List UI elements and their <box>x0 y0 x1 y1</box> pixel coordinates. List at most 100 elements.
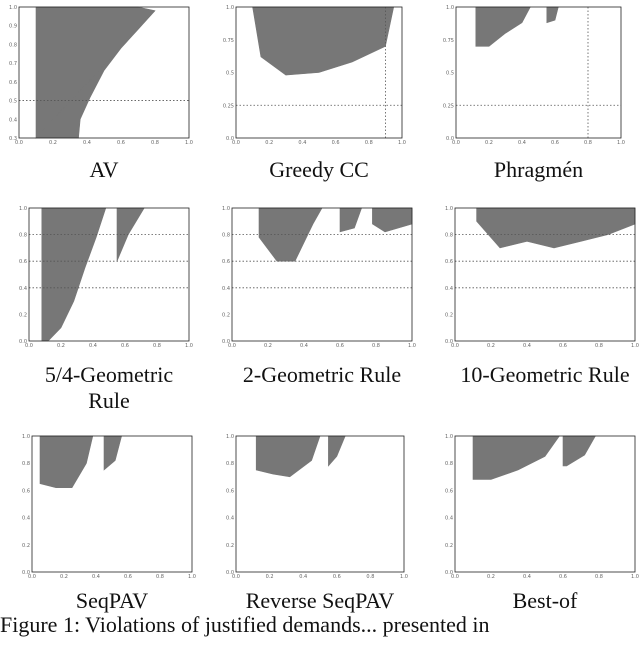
x-tick-label: 0.4 <box>89 343 97 349</box>
y-tick-label: 0.8 <box>9 42 17 48</box>
violation-region <box>475 6 531 47</box>
y-tick-label: 0.25 <box>443 103 454 109</box>
violation-region <box>39 435 94 489</box>
x-tick-label: 0.2 <box>60 574 68 580</box>
y-tick-label: 0.4 <box>226 516 234 522</box>
chart-reverse-seqpav: 0.0 0.2 0.4 0.6 0.8 1.0 0.0 0.2 0.4 0.6 0.8 1.0 <box>226 434 408 580</box>
violation-region <box>339 207 363 233</box>
y-tick-label: 0.6 <box>19 259 27 265</box>
y-tick-label: 1.0 <box>446 5 454 11</box>
x-tick-label: 0.4 <box>299 574 307 580</box>
x-tick-label: 1.0 <box>617 140 625 146</box>
x-tick-label: 0.2 <box>485 140 493 146</box>
x-tick-label: 1.0 <box>188 574 196 580</box>
x-tick-label: 0.0 <box>232 574 240 580</box>
x-tick-label: 0.4 <box>92 574 100 580</box>
y-tick-label: 1.0 <box>22 434 30 440</box>
y-tick-label: 0.6 <box>226 488 234 494</box>
violation-region <box>255 435 321 478</box>
chart-seqpav: 0.0 0.2 0.4 0.6 0.8 1.0 0.0 0.2 0.4 0.6 0.8 1.0 <box>22 434 196 580</box>
x-tick-label: 1.0 <box>400 574 408 580</box>
caption-best-of: Best-of <box>512 588 578 613</box>
y-tick-label: 0.4 <box>19 286 27 292</box>
x-tick-label: 1.0 <box>185 343 193 349</box>
x-tick-label: 1.0 <box>398 140 406 146</box>
y-tick-label: 0.3 <box>9 136 17 142</box>
violation-region <box>472 435 560 480</box>
figure-caption: Figure 1: Violations of justified demand… <box>0 612 490 637</box>
x-tick-label: 0.8 <box>584 140 592 146</box>
x-tick-label: 0.6 <box>332 140 340 146</box>
x-tick-label: 1.0 <box>631 574 639 580</box>
plot-frame <box>31 435 193 573</box>
x-tick-label: 0.8 <box>372 343 380 349</box>
x-tick-label: 0.0 <box>452 140 460 146</box>
x-tick-label: 1.0 <box>631 343 639 349</box>
chart-greedy-cc: 0.0 0.2 0.4 0.6 0.8 1.0 0.0 0.25 0.5 0.75 1.0 <box>223 5 406 146</box>
chart-10-geometric: 0.0 0.2 0.4 0.6 0.8 1.0 0.0 0.2 0.4 0.6 0.8 1.0 <box>445 206 639 349</box>
x-tick-label: 0.6 <box>124 574 132 580</box>
x-tick-label: 0.2 <box>487 574 495 580</box>
plot-frame <box>18 6 190 139</box>
caption-av: AV <box>89 157 119 182</box>
y-tick-label: 0.6 <box>9 80 17 86</box>
x-tick-label: 0.8 <box>366 574 374 580</box>
y-tick-label: 0.4 <box>445 516 453 522</box>
x-tick-label: 0.0 <box>15 140 23 146</box>
x-tick-label: 0.8 <box>151 140 159 146</box>
chart-av: 0.0 0.2 0.4 0.6 0.8 1.0 0.3 0.4 0.5 0.6 0.7 0.8 0.9 1… <box>9 5 193 146</box>
caption-2-geometric: 2-Geometric Rule <box>232 362 412 388</box>
y-tick-label: 0.25 <box>223 103 234 109</box>
y-tick-label: 0.0 <box>226 570 234 576</box>
x-tick-label: 0.8 <box>153 343 161 349</box>
plot-frame <box>231 207 413 342</box>
x-tick-label: 0.2 <box>57 343 65 349</box>
y-tick-label: 0.0 <box>445 570 453 576</box>
y-tick-label: 1.0 <box>226 5 234 11</box>
y-tick-label: 0.5 <box>9 99 17 105</box>
y-tick-label: 1.0 <box>222 206 230 212</box>
x-tick-label: 0.0 <box>228 343 236 349</box>
y-tick-label: 0.0 <box>226 136 234 142</box>
violation-region <box>372 207 413 233</box>
violation-region <box>41 207 107 342</box>
y-tick-label: 1.0 <box>9 5 17 11</box>
y-tick-label: 0.2 <box>19 312 27 318</box>
caption-phragmen: Phragmén <box>493 157 584 182</box>
x-tick-label: 0.6 <box>333 574 341 580</box>
caption-10-geometric: 10-Geometric Rule <box>455 362 635 388</box>
violation-region <box>476 207 636 249</box>
x-tick-label: 0.8 <box>595 574 603 580</box>
chart-2-geometric: 0.0 0.2 0.4 0.6 0.8 1.0 0.0 0.2 0.4 0.6 0.8 1.0 <box>222 206 416 349</box>
x-tick-label: 0.4 <box>523 343 531 349</box>
y-tick-label: 0.6 <box>445 259 453 265</box>
y-tick-label: 0.8 <box>19 233 27 239</box>
y-tick-label: 0.4 <box>445 286 453 292</box>
chart-best-of: 0.0 0.2 0.4 0.6 0.8 1.0 0.0 0.2 0.4 0.6 0.8 1.0 <box>445 434 639 580</box>
caption-seqpav: SeqPAV <box>75 588 149 613</box>
plot-frame <box>454 435 636 573</box>
x-tick-label: 0.6 <box>117 140 125 146</box>
x-tick-label: 0.2 <box>49 140 57 146</box>
y-tick-label: 0.8 <box>445 233 453 239</box>
violation-region <box>328 435 346 467</box>
caption-10-geometric-text: 10-Geometric Rule <box>460 362 630 387</box>
x-tick-label: 0.0 <box>232 140 240 146</box>
chart-5-4-geometric: 0.0 0.2 0.4 0.6 0.8 1.0 0.0 0.2 0.4 0.6 0.8 1.0 <box>19 206 193 349</box>
y-tick-label: 1.0 <box>19 206 27 212</box>
x-tick-label: 0.2 <box>265 140 273 146</box>
x-tick-label: 1.0 <box>185 140 193 146</box>
y-tick-label: 0.6 <box>22 488 30 494</box>
x-tick-label: 0.2 <box>264 343 272 349</box>
y-tick-label: 0.8 <box>226 461 234 467</box>
caption-5-4-geometric: 5/4-Geometric Rule <box>29 362 189 414</box>
y-tick-label: 1.0 <box>226 434 234 440</box>
y-tick-label: 0.2 <box>445 312 453 318</box>
x-tick-label: 0.4 <box>523 574 531 580</box>
caption-5-4-geometric-text: 5/4-Geometric Rule <box>44 362 174 413</box>
y-tick-label: 0.8 <box>22 461 30 467</box>
y-tick-label: 0.9 <box>9 24 17 30</box>
x-tick-label: 0.0 <box>451 343 459 349</box>
y-tick-label: 0.0 <box>19 339 27 345</box>
x-tick-label: 0.6 <box>551 140 559 146</box>
